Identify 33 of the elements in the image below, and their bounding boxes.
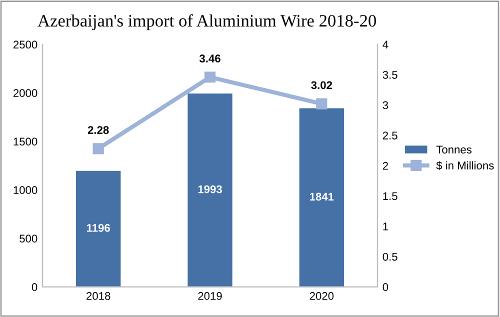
data-label: 1993 xyxy=(198,185,222,194)
legend-label: Tonnes xyxy=(436,146,472,154)
y2-tick-label: 2 xyxy=(382,162,388,170)
point xyxy=(316,98,328,110)
y2-tick-label: 1.5 xyxy=(383,192,398,200)
y2-tick-label: 3 xyxy=(382,101,388,110)
y-tick-label: 1000 xyxy=(14,186,38,194)
y2-tick-label: 4 xyxy=(382,40,388,48)
y2-tick-label: 2.5 xyxy=(382,132,398,140)
legend-label: $ in Millions xyxy=(436,161,494,170)
x-tick-label: 2018 xyxy=(86,292,110,300)
y2-tick-label: 0.5 xyxy=(382,252,398,261)
y-tick-label: 2000 xyxy=(13,89,38,98)
bar xyxy=(299,108,344,287)
y-tick-label: 500 xyxy=(20,234,38,243)
data-label: 1196 xyxy=(86,224,110,232)
data-label: 1841 xyxy=(310,192,334,201)
bar xyxy=(188,94,232,287)
data-label: 2.28 xyxy=(88,126,109,134)
x-tick-label: 2020 xyxy=(310,292,334,300)
data-label: 3.46 xyxy=(199,54,220,62)
y2-tick-label: 1 xyxy=(383,222,388,230)
y2-tick-label: 0 xyxy=(382,283,388,292)
y-tick-label: 2500 xyxy=(13,40,38,49)
data-label: 3.02 xyxy=(311,81,332,90)
point xyxy=(92,143,104,154)
y-tick-label: 0 xyxy=(32,283,38,292)
x-tick-label: 2019 xyxy=(198,292,222,300)
y2-tick-label: 3.5 xyxy=(382,70,398,79)
chart-title: Azerbaijan's import of Aluminium Wire 2018-20 xyxy=(38,14,376,30)
point xyxy=(204,72,216,83)
y-tick-label: 1500 xyxy=(14,138,38,146)
bar xyxy=(76,170,121,287)
